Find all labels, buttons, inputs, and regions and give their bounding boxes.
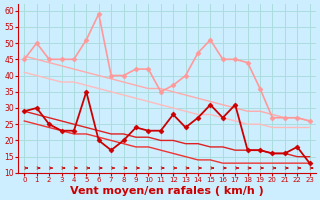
X-axis label: Vent moyen/en rafales ( km/h ): Vent moyen/en rafales ( km/h ) <box>70 186 264 196</box>
